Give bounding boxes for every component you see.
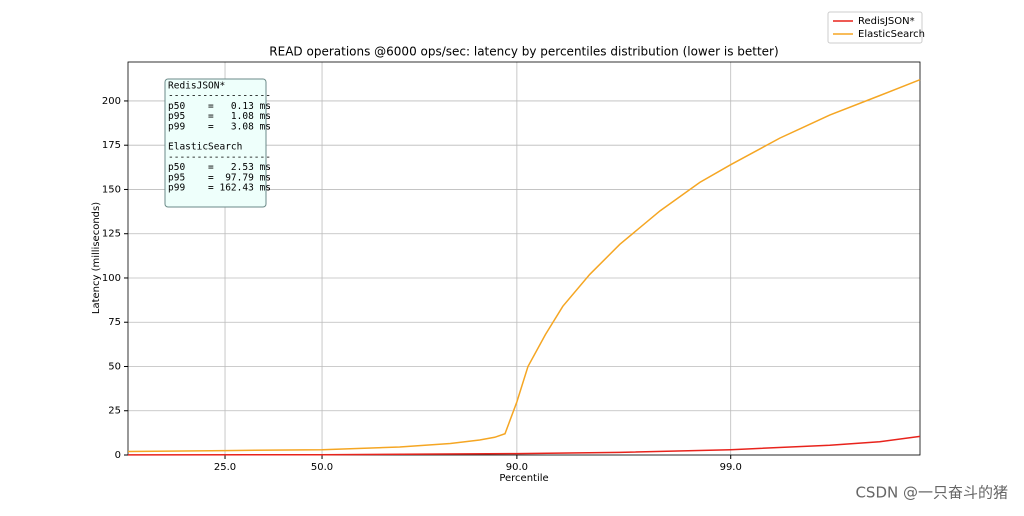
legend-label: RedisJSON* [858,16,915,27]
plot-frame [127,61,921,456]
y-tick-label: 0 [115,450,121,461]
annotation-line: ElasticSearch [168,142,242,153]
annotation-line: p99 = 3.08 ms [168,121,271,132]
x-tick-label: 50.0 [311,462,333,473]
y-tick-label: 125 [102,229,121,240]
annotation-line: p95 = 1.08 ms [168,111,271,122]
y-tick-label: 200 [102,96,121,107]
annotation-line: p95 = 97.79 ms [168,172,271,183]
annotation-box [164,78,267,208]
x-tick-label: 25.0 [214,462,236,473]
y-axis-label: Latency (milliseconds) [91,202,102,314]
annotation-line: ------------------ [168,91,271,102]
y-tick-label: 25 [108,406,121,417]
y-tick-label: 75 [108,317,121,328]
annotation-line: RedisJSON* [168,81,225,92]
annotation-line: p99 = 162.43 ms [168,183,271,194]
watermark: CSDN @一只奋斗的猪 [855,484,1008,502]
y-tick-label: 150 [102,184,121,195]
line-series [127,435,921,456]
legend-label: ElasticSearch [858,29,925,40]
annotation-line: p50 = 2.53 ms [168,162,271,173]
legend-box [827,11,923,44]
annotation-line: p50 = 0.13 ms [168,101,271,112]
annotation-line: ------------------ [168,152,271,163]
chart-title: READ operations @6000 ops/sec: latency b… [269,45,778,59]
y-tick-label: 100 [102,273,121,284]
line-series [127,79,921,453]
legend: RedisJSON* ElasticSearch [827,11,925,44]
y-tick-label: 50 [108,361,121,372]
x-tick-label: 90.0 [506,462,528,473]
y-tick-label: 175 [102,140,121,151]
x-axis-label: Percentile [499,473,548,484]
x-tick-label: 99.0 [720,462,742,473]
